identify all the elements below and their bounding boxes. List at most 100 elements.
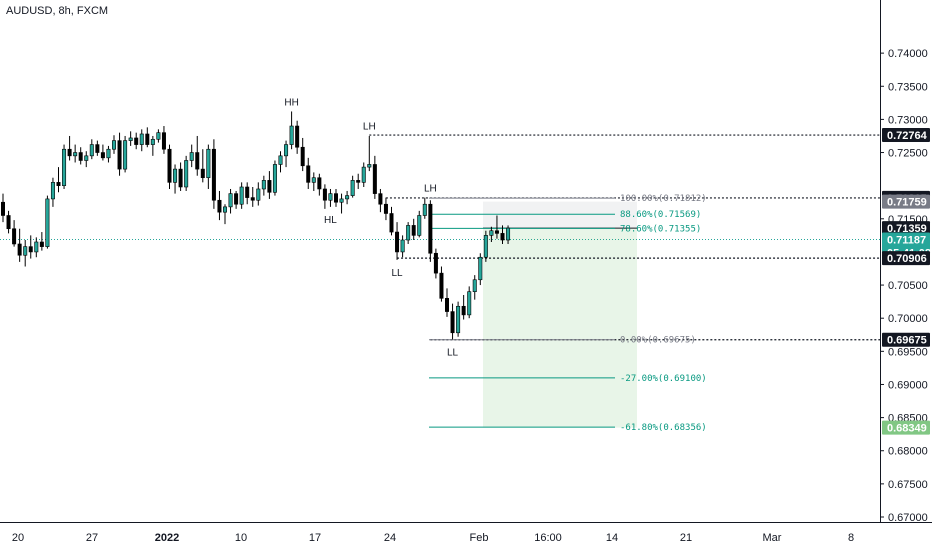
candle-body <box>173 168 178 183</box>
candle-body <box>278 155 283 165</box>
candle-body <box>123 140 128 170</box>
candle-body <box>6 215 11 230</box>
fib-level-label: 100.00%(0.71812) <box>620 194 707 204</box>
price-badge-text: 0.69675 <box>887 335 927 347</box>
candle-body <box>150 138 155 145</box>
candle-body <box>167 148 172 183</box>
structure-label: HH <box>284 97 298 108</box>
candle-body <box>73 152 78 157</box>
candle-body <box>350 180 355 196</box>
price-badge-text: 0.70906 <box>887 253 927 265</box>
candles <box>0 111 511 340</box>
candle-body <box>306 165 311 183</box>
candle-body <box>300 146 305 167</box>
candle-body <box>317 177 322 190</box>
y-tick-label: 0.68000 <box>888 446 928 458</box>
candle-body <box>139 133 144 145</box>
candle-body <box>95 144 100 153</box>
candle-body <box>217 199 222 213</box>
candle-body <box>34 241 39 253</box>
candle-body <box>284 144 289 157</box>
candle-body <box>223 206 228 213</box>
stop-loss-zone <box>483 201 637 229</box>
y-tick-label: 0.69000 <box>888 379 928 391</box>
candle-body <box>250 197 255 201</box>
candle-body <box>506 227 511 241</box>
candle-body <box>494 230 499 234</box>
candle-body <box>383 203 388 214</box>
y-tick-label: 0.69500 <box>888 346 928 358</box>
price-badge <box>882 420 930 435</box>
fib-level-label: 78.60%(0.71355) <box>620 224 701 234</box>
price-badge-text: 0.71187 <box>887 235 926 247</box>
symbol-title: AUDUSD, 8h, FXCM <box>6 5 109 17</box>
candle-body <box>178 168 183 188</box>
candle-body <box>356 180 361 183</box>
candle-body <box>389 213 394 233</box>
candle-body <box>106 148 111 159</box>
price-axis[interactable]: 0.740000.735000.730000.725000.715000.705… <box>880 0 932 550</box>
x-tick-label: Feb <box>470 532 489 544</box>
price-badge-text: 0.68349 <box>887 423 927 435</box>
candle-body <box>112 140 117 150</box>
candle-body <box>89 144 94 157</box>
fib-level-label: 0.00%(0.69675) <box>620 336 696 346</box>
candle-body <box>289 125 294 145</box>
candle-body <box>12 228 17 245</box>
candle-body <box>467 291 472 316</box>
y-tick-label: 0.72500 <box>888 148 928 160</box>
structure-labels: HH LH HL LH LL LL <box>284 97 458 358</box>
structure-label: HL <box>324 215 337 226</box>
candle-body <box>100 152 105 159</box>
candle-body <box>328 193 333 201</box>
candle-body <box>478 256 483 281</box>
candle-body <box>378 193 383 205</box>
candle-body <box>489 230 494 236</box>
candle-body <box>472 279 477 292</box>
fibonacci-levels[interactable]: 100.00%(0.71812) 88.60%(0.71569) 78.60%(0.… <box>429 194 707 433</box>
candle-body <box>161 132 166 150</box>
candle-body <box>367 164 372 168</box>
y-tick-label: 0.73500 <box>888 81 928 93</box>
candle-body <box>483 235 488 258</box>
candle-body <box>439 272 444 299</box>
x-tick-label: Mar <box>763 532 782 544</box>
candle-body <box>428 203 433 254</box>
y-tick-label: 0.67500 <box>888 479 928 491</box>
price-axis-bg <box>880 0 932 550</box>
candle-body <box>84 155 89 161</box>
candle-body <box>39 241 44 247</box>
price-badge <box>882 128 930 143</box>
candle-body <box>256 188 261 201</box>
structure-label: LH <box>424 184 437 195</box>
candle-body <box>261 180 266 190</box>
fib-level-label: -27.00%(0.69100) <box>620 374 707 384</box>
price-badge <box>882 194 930 209</box>
candle-body <box>156 132 161 140</box>
candle-body <box>433 252 438 274</box>
candle-body <box>234 193 239 205</box>
candle-body <box>456 305 461 334</box>
x-tick-label: 16:00 <box>534 532 562 544</box>
x-tick-label: 27 <box>86 532 98 544</box>
candle-body <box>56 182 61 186</box>
candle-body <box>395 231 400 253</box>
candle-body <box>200 168 205 179</box>
candle-body <box>128 137 133 141</box>
price-badge-text: 0.71759 <box>887 197 927 209</box>
candle-body <box>345 195 350 200</box>
candle-body <box>50 182 55 200</box>
candle-body <box>311 177 316 183</box>
candle-body <box>272 164 277 193</box>
candle-body <box>245 186 250 198</box>
structure-label: LL <box>391 268 403 279</box>
x-tick-label: 2022 <box>155 532 179 544</box>
horizontal-levels <box>369 134 880 341</box>
candle-body <box>67 148 72 157</box>
candle-body <box>500 233 505 241</box>
time-axis[interactable]: 20 27 2022 10 17 24 Feb 16:00 14 21 Mar 8 <box>0 522 932 545</box>
x-tick-label: 21 <box>680 532 692 544</box>
candle-body <box>406 225 411 241</box>
x-tick-label: 24 <box>384 532 396 544</box>
